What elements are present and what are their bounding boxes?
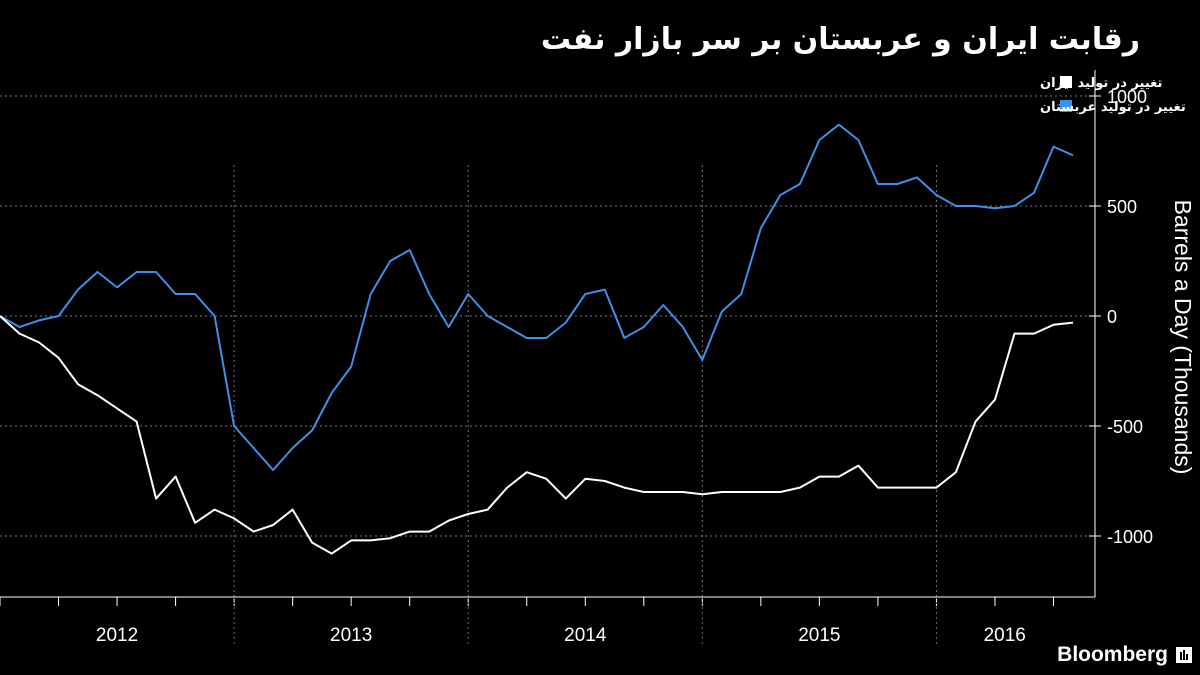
x-axis: 2012 2013 2014 2015 2016 — [0, 596, 1095, 646]
y-tick-label: 1000 — [1107, 87, 1147, 107]
series-line — [0, 315, 1074, 555]
x-tick-label: 2015 — [798, 625, 840, 646]
y-tick-label: -500 — [1107, 417, 1143, 437]
x-tick-label: 2016 — [984, 625, 1026, 646]
y-tick-label: 0 — [1107, 307, 1117, 327]
legend-label: تغییر در تولید ایران — [1040, 76, 1162, 91]
y-axis: 1000 500 0 -500 -1000 — [1089, 70, 1153, 597]
legend-swatch — [1060, 100, 1072, 112]
series-line — [0, 123, 1074, 471]
x-tick-label: 2012 — [96, 625, 138, 646]
legend: تغییر در تولید ایران تغییر در تولید عربست… — [1040, 76, 1186, 115]
chart-title: رقابت ایران و عربستان بر سر بازار نفت — [540, 22, 1140, 57]
bloomberg-logo: Bloomberg — [1057, 643, 1168, 666]
x-tick-label: 2013 — [330, 625, 372, 646]
y-tick-label: 500 — [1107, 197, 1137, 217]
legend-swatch — [1060, 76, 1072, 88]
gridlines — [0, 95, 1095, 597]
x-tick-label: 2014 — [564, 625, 607, 646]
y-axis-title: Barrels a Day (Thousands) — [1170, 200, 1196, 475]
legend-label: تغییر در تولید عربستان — [1040, 100, 1186, 115]
y-tick-label: -1000 — [1107, 527, 1153, 547]
series-lines — [0, 123, 1074, 555]
bloomberg-mark-icon — [1176, 647, 1192, 663]
